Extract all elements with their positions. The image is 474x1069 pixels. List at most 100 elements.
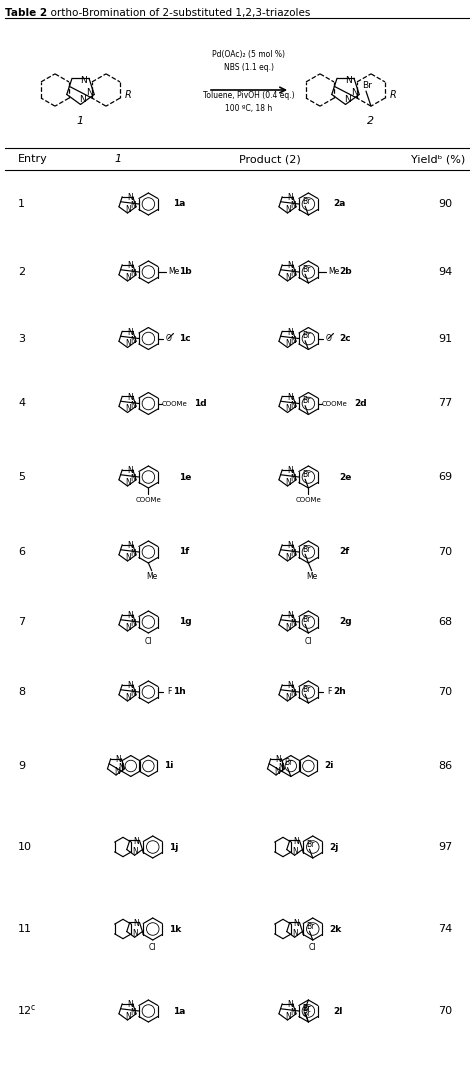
- Text: N: N: [126, 339, 131, 348]
- Text: 70: 70: [438, 1006, 452, 1016]
- Text: Br: Br: [302, 615, 310, 623]
- Text: N: N: [127, 193, 133, 202]
- Text: COOMe: COOMe: [321, 401, 347, 406]
- Text: N: N: [130, 336, 136, 345]
- Text: 2h: 2h: [333, 687, 346, 697]
- Text: 2: 2: [18, 267, 25, 277]
- Text: 1g: 1g: [179, 618, 192, 626]
- Text: N: N: [114, 766, 120, 775]
- Text: 90: 90: [438, 199, 452, 210]
- Text: N: N: [293, 919, 299, 928]
- Text: N: N: [130, 1008, 136, 1018]
- Text: 2d: 2d: [355, 399, 367, 408]
- Text: 2f: 2f: [339, 547, 350, 557]
- Text: R: R: [390, 90, 396, 100]
- Text: N: N: [293, 929, 299, 938]
- Text: Yieldᵇ (%): Yieldᵇ (%): [411, 154, 465, 164]
- Text: Br: Br: [302, 685, 310, 694]
- Text: O: O: [165, 334, 171, 343]
- Text: 2e: 2e: [339, 472, 352, 481]
- Text: N: N: [126, 273, 131, 281]
- Text: 1e: 1e: [179, 472, 192, 481]
- Text: N: N: [290, 475, 296, 483]
- Text: N: N: [127, 541, 133, 551]
- Text: N: N: [126, 553, 131, 561]
- Text: N: N: [290, 690, 296, 698]
- Text: 4: 4: [18, 399, 25, 408]
- Text: 1a: 1a: [173, 200, 186, 208]
- Text: N: N: [127, 261, 133, 270]
- Text: N: N: [127, 611, 133, 620]
- Text: N: N: [287, 1001, 293, 1009]
- Text: Table 2: Table 2: [5, 7, 47, 18]
- Text: 74: 74: [438, 924, 452, 934]
- Text: Pd(OAc)₂ (5 mol %): Pd(OAc)₂ (5 mol %): [212, 50, 285, 60]
- Text: N: N: [79, 95, 86, 104]
- Text: 10: 10: [18, 842, 32, 852]
- Text: N: N: [130, 475, 136, 483]
- Text: 6: 6: [18, 547, 25, 557]
- Text: N: N: [126, 478, 131, 486]
- Text: N: N: [290, 336, 296, 345]
- Text: N: N: [290, 201, 296, 211]
- Text: 2l: 2l: [333, 1007, 343, 1016]
- Text: COOMe: COOMe: [136, 497, 161, 503]
- Text: N: N: [81, 76, 87, 84]
- Text: N: N: [287, 193, 293, 202]
- Text: N: N: [286, 273, 292, 281]
- Text: N: N: [290, 619, 296, 629]
- Text: Toluene, PivOH (0.4 eq.): Toluene, PivOH (0.4 eq.): [203, 91, 295, 99]
- Text: N: N: [287, 681, 293, 691]
- Text: Br: Br: [302, 1009, 310, 1019]
- Text: N: N: [126, 204, 131, 214]
- Text: N: N: [130, 619, 136, 629]
- Text: c: c: [31, 1004, 35, 1012]
- Text: 1d: 1d: [194, 399, 207, 408]
- Text: 2g: 2g: [339, 618, 352, 626]
- Text: 2c: 2c: [339, 334, 351, 343]
- Text: N: N: [286, 204, 292, 214]
- Text: Br: Br: [302, 1004, 310, 1012]
- Text: Cl: Cl: [149, 944, 156, 952]
- Text: N: N: [127, 328, 133, 337]
- Text: N: N: [287, 328, 293, 337]
- Text: F: F: [328, 687, 332, 697]
- Text: 2b: 2b: [339, 267, 352, 277]
- Text: N: N: [286, 553, 292, 561]
- Text: 2a: 2a: [333, 200, 346, 208]
- Text: N: N: [286, 622, 292, 632]
- Text: N: N: [133, 929, 138, 938]
- Text: O: O: [326, 334, 331, 343]
- Text: N: N: [118, 763, 125, 772]
- Text: 1c: 1c: [179, 334, 191, 343]
- Text: 70: 70: [438, 687, 452, 697]
- Text: NBS (1.1 eq.): NBS (1.1 eq.): [224, 63, 274, 73]
- Text: N: N: [290, 1008, 296, 1018]
- Text: 7: 7: [18, 617, 25, 628]
- Text: N: N: [86, 88, 92, 97]
- Text: 3: 3: [18, 334, 25, 343]
- Text: Me: Me: [168, 267, 179, 277]
- Text: Entry: Entry: [18, 154, 48, 164]
- Text: 69: 69: [438, 472, 452, 482]
- Text: 2j: 2j: [329, 842, 338, 852]
- Text: N: N: [290, 549, 296, 558]
- Text: N: N: [127, 466, 133, 476]
- Text: N: N: [286, 1011, 292, 1021]
- Text: N: N: [351, 88, 357, 97]
- Text: Cl: Cl: [309, 944, 317, 952]
- Text: N: N: [344, 95, 351, 104]
- Text: F: F: [167, 687, 172, 697]
- Text: N: N: [130, 549, 136, 558]
- Text: 94: 94: [438, 267, 452, 277]
- Text: N: N: [130, 269, 136, 278]
- Text: N: N: [126, 1011, 131, 1021]
- Text: Br: Br: [302, 197, 310, 205]
- Text: N: N: [287, 466, 293, 476]
- Text: N: N: [116, 755, 121, 764]
- Text: Br: Br: [302, 545, 310, 554]
- Text: Br: Br: [302, 265, 310, 274]
- Text: 1h: 1h: [173, 687, 186, 697]
- Text: ortho-Bromination of 2-substituted 1,2,3-triazoles: ortho-Bromination of 2-substituted 1,2,3…: [44, 7, 310, 18]
- Text: N: N: [290, 401, 296, 409]
